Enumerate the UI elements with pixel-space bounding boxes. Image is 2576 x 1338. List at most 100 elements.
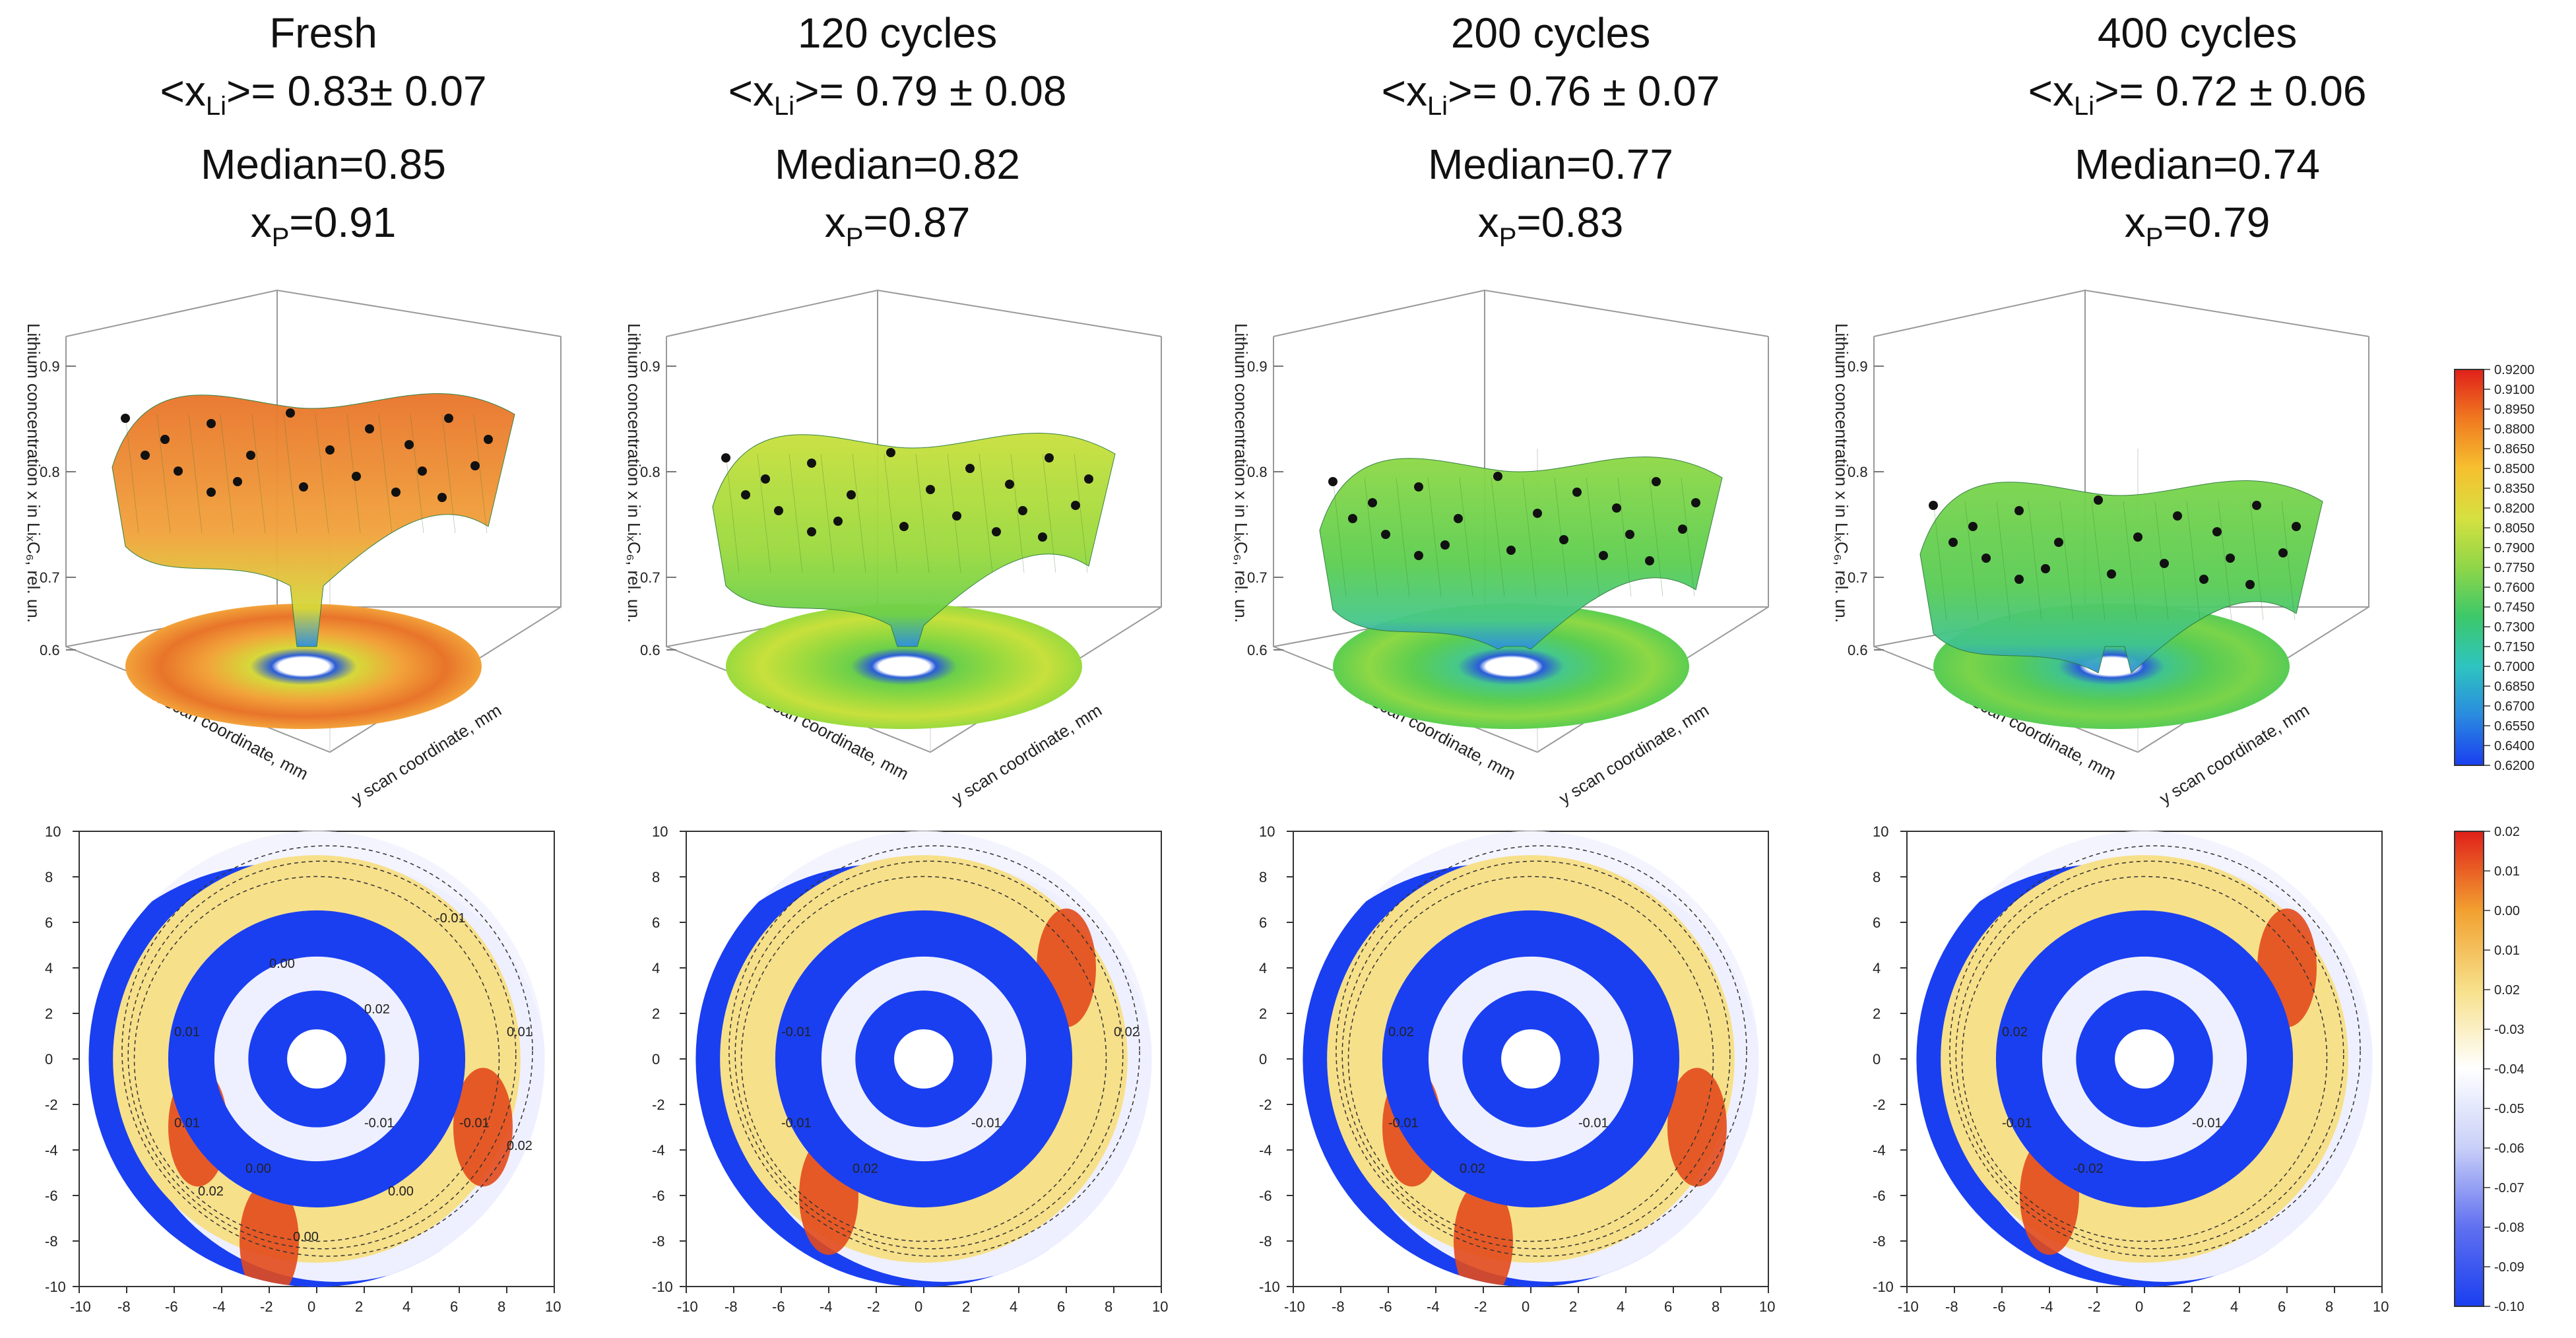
panel-xp: xP=0.79	[2124, 198, 2270, 252]
z-tick-label: 0.8	[640, 464, 660, 480]
surface-frame: 0.9 0.8 0.7 0.6 Lithium concentration x in L…	[1231, 289, 1769, 808]
sample-point	[926, 485, 935, 494]
y-tick-label: 8	[45, 869, 53, 885]
panel-xp: xP=0.87	[824, 198, 971, 252]
colorbar-tick-label: 0.7450	[2494, 600, 2534, 615]
colorbar-3d: 0.9200 0.9100 0.8950 0.8800 0.8650 0.8500 0.83…	[2454, 363, 2534, 773]
sample-point	[352, 472, 361, 481]
panel-median: Median=0.82	[775, 140, 1020, 188]
colorbar-tick-label: 0.00	[2494, 904, 2520, 918]
sample-point	[1005, 480, 1014, 489]
contour-frame: -10 -8 -6 -4 -2 0 2 4 6 8 10 10 8 6 4 2 0 -2 -4 -6 -8 -10 0.02…	[1873, 823, 2389, 1315]
mesh-line	[2028, 501, 2042, 621]
colorbar-tick-label: 0.7600	[2494, 581, 2534, 595]
sample-point	[437, 493, 447, 502]
sample-point	[899, 522, 909, 531]
colorbar-tick-label: -0.05	[2494, 1102, 2525, 1116]
x-tick-label: -8	[117, 1298, 131, 1315]
panel-mean: <xLi>= 0.72 ± 0.06	[2028, 67, 2367, 121]
surface-plot-200-cycles: 0.9 0.8 0.7 0.6 Lithium concentration x in L…	[1231, 289, 1769, 808]
x-tick-label: 10	[1152, 1298, 1168, 1315]
y-tick-label: 4	[652, 960, 660, 976]
contour-label: -0.01	[1388, 1116, 1419, 1131]
sample-point	[1493, 472, 1502, 481]
blue-ring	[775, 910, 1073, 1208]
contour-label: -0.01	[781, 1025, 812, 1040]
contour-line	[1336, 845, 1747, 1257]
disk-map	[88, 831, 545, 1287]
contour-label: -0.01	[435, 911, 466, 926]
colorbar-tick-label: 0.8050	[2494, 521, 2534, 536]
mesh-line	[979, 453, 993, 573]
mesh-line	[757, 453, 771, 573]
y-tick-label: 6	[652, 914, 660, 931]
sample-point	[992, 527, 1001, 536]
y-tick-label: 2	[45, 1005, 53, 1022]
colorbar-tick-label: 0.8200	[2494, 501, 2534, 516]
yellow-band	[1327, 855, 1735, 1263]
mesh-line	[1332, 477, 1347, 597]
mesh-line	[1649, 477, 1663, 597]
y-tick-label: 2	[652, 1005, 660, 1022]
mesh-line	[1681, 477, 1695, 597]
contour-label: -0.01	[364, 1116, 395, 1131]
z-tick-label: 0.7	[1247, 569, 1268, 586]
y-tick-label: -10	[45, 1279, 66, 1295]
mesh-line	[441, 414, 456, 534]
sample-point	[286, 408, 295, 418]
y-tick-label: -10	[1259, 1279, 1280, 1295]
colorbar-tick-label: -0.10	[2494, 1300, 2525, 1314]
contour-line	[133, 876, 500, 1242]
colorbar-tick-label: 0.9100	[2494, 383, 2534, 397]
mesh-line	[188, 414, 203, 534]
y-tick-label: -2	[45, 1097, 58, 1113]
mesh-line	[820, 453, 835, 573]
colorbar-tick-label: 0.8350	[2494, 482, 2534, 496]
y-tick-label: -4	[45, 1142, 58, 1159]
y-tick-label: -2	[652, 1097, 665, 1113]
x-tick-label: -10	[70, 1298, 91, 1315]
surface-mesh	[712, 433, 1116, 647]
colorbar-tick-label: 0.7750	[2494, 561, 2534, 575]
sample-point	[207, 419, 216, 428]
panel-name: 200 cycles	[1450, 9, 1651, 57]
yellow-band	[113, 855, 521, 1263]
x-tick-label: 8	[1712, 1298, 1720, 1315]
x-tick-label: -4	[2040, 1298, 2053, 1315]
sample-point	[2226, 554, 2235, 563]
sample-point	[2133, 532, 2142, 542]
x-tick-label: -4	[1427, 1298, 1440, 1315]
surface-plot-400-cycles: 0.9 0.8 0.7 0.6 Lithium concentration x in L…	[1832, 289, 2369, 808]
sample-point	[2199, 575, 2208, 584]
colorbar-tick-label: 0.7150	[2494, 640, 2534, 654]
x-tick-label: -6	[1379, 1298, 1392, 1315]
contour-label: 0.02	[1460, 1162, 1485, 1176]
box-edge	[65, 289, 562, 337]
sample-point	[1506, 546, 1516, 555]
red-region	[1667, 1067, 1727, 1187]
sample-point	[2173, 511, 2182, 521]
contour-label: 0.02	[364, 1002, 390, 1017]
surface-mesh	[112, 393, 515, 647]
contour-map-120-cycles: -10 -8 -6 -4 -2 0 2 4 6 8 10 10 8 6 4 2 0 -2 -4 -6 -8 -10 -0.0…	[652, 823, 1168, 1315]
mesh-line	[2091, 501, 2106, 621]
z-axis-label: Lithium concentration x in LiₓC₆, rel. u…	[24, 323, 44, 623]
mesh-line	[1427, 477, 1442, 597]
x-tick-label: -6	[772, 1298, 785, 1315]
mesh-line	[915, 453, 930, 573]
sample-point	[233, 477, 242, 486]
sample-point	[2292, 522, 2301, 531]
contour-label: 0.02	[1114, 1025, 1140, 1040]
sample-point	[952, 511, 961, 521]
x-tick-label: 6	[450, 1298, 458, 1315]
surface-plot-fresh: 0.9 0.8 0.7 0.6 Lithium concentration x in L…	[24, 289, 562, 808]
mesh-line	[251, 414, 266, 534]
y-tick-label: 8	[1259, 869, 1267, 885]
mesh-line	[725, 453, 740, 573]
sample-point	[2107, 569, 2116, 579]
mesh-line	[1396, 477, 1410, 597]
surface-frame: 0.9 0.8 0.7 0.6 Lithium concentration x in L…	[624, 289, 1162, 808]
y-tick-label: 0	[652, 1051, 660, 1067]
y-tick-label: -8	[1259, 1233, 1272, 1250]
mesh-line	[789, 453, 803, 573]
